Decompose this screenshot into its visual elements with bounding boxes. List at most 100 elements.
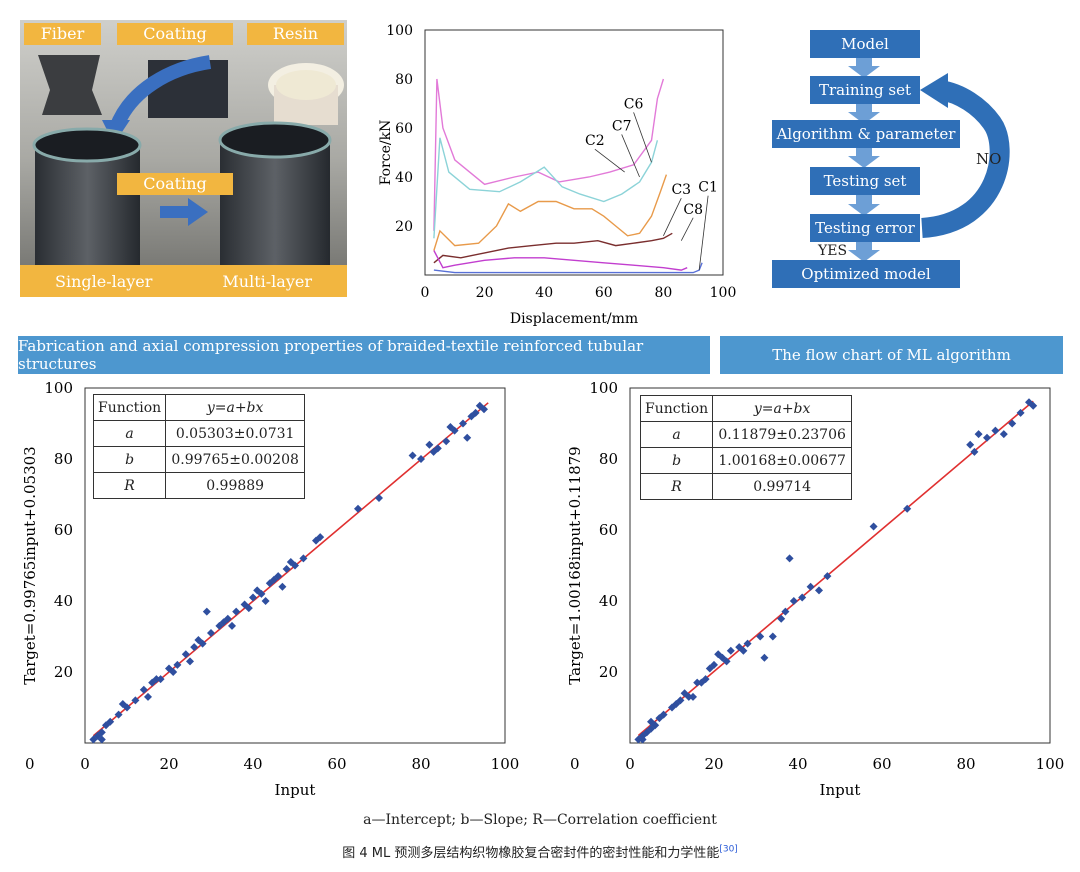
data-point: [480, 405, 488, 414]
model-box: Model: [810, 30, 920, 58]
data-point: [181, 650, 190, 659]
ml-flowchart: Model Training set Algorithm & parameter…: [770, 28, 1050, 293]
y-tick-label: 100: [589, 379, 618, 397]
label-leader: [698, 195, 709, 271]
x-tick-label: 40: [535, 285, 553, 301]
data-point: [1029, 401, 1038, 410]
table-val: 1.00168±0.00677: [712, 447, 853, 474]
data-point: [274, 572, 283, 581]
y-tick-label: 80: [395, 72, 413, 88]
data-point: [219, 618, 228, 627]
data-point: [815, 586, 823, 595]
data-point: [676, 696, 685, 705]
label-leader: [680, 217, 694, 241]
series-label-c7: C7: [612, 118, 632, 134]
data-point: [781, 607, 790, 616]
series-line-c7: [433, 174, 668, 251]
y-tick-label: 20: [395, 219, 413, 235]
x-tick-label: 20: [704, 755, 723, 773]
figure-ref: [30]: [719, 844, 738, 855]
data-point: [190, 643, 199, 652]
data-point: [806, 582, 815, 591]
data-point: [375, 494, 383, 503]
series-label-c1: C1: [698, 180, 718, 196]
origin-label: 0: [25, 755, 35, 773]
regression-plot-right: 0 20 40 60 80 100 20 40 60 80 100 0 Input Target=1.00…: [566, 379, 1064, 799]
series-label-c8: C8: [683, 202, 703, 218]
data-point: [118, 699, 127, 708]
y-tick-label: 80: [54, 450, 73, 468]
data-point: [194, 636, 203, 645]
data-point: [1008, 419, 1017, 428]
plot-frame: [84, 387, 506, 744]
testing-error-box: Testing error: [810, 214, 920, 242]
data-point: [655, 714, 664, 723]
table-val: 0.05303±0.0731: [165, 420, 306, 447]
data-point: [974, 430, 983, 439]
y-tick-label: 100: [44, 379, 73, 397]
photo-illustration: [20, 20, 347, 297]
x-tick-label: 80: [411, 755, 430, 773]
data-point: [316, 533, 325, 542]
data-point: [408, 451, 417, 460]
table-val: 0.99889: [165, 472, 306, 499]
y-tick-label: 60: [599, 521, 618, 539]
data-point: [131, 696, 140, 705]
data-point: [634, 735, 643, 744]
table-head-eq: y=a+bx: [712, 395, 853, 422]
coating-tag: Coating: [117, 23, 233, 45]
flowchart-arrows: [848, 56, 1010, 262]
series-line-c2: [433, 137, 659, 239]
data-point: [207, 628, 215, 637]
y-tick-label: 40: [54, 592, 73, 610]
data-point: [286, 557, 295, 566]
x-tick-label: 20: [476, 285, 494, 301]
table-head-function: Function: [92, 394, 167, 421]
data-point: [735, 643, 744, 652]
data-point: [718, 653, 727, 662]
data-point: [642, 728, 651, 737]
data-point: [442, 437, 451, 446]
data-point: [991, 426, 1000, 435]
x-axis-label: Displacement/mm: [510, 311, 638, 327]
data-point: [232, 607, 241, 616]
origin-label: 0: [570, 755, 580, 773]
x-tick-label: 0: [80, 755, 90, 773]
multi-layer-label: Multi-layer: [222, 271, 312, 291]
table-val: 0.99714: [712, 473, 853, 500]
testing-set-box: Testing set: [810, 167, 920, 195]
series-line-c3: [433, 232, 673, 264]
x-axis-label: Input: [275, 781, 316, 799]
y-tick-label: 40: [599, 592, 618, 610]
figure-title-text: 图 4 ML 预测多层结构织物橡胶复合密封件的密封性能和力学性能: [342, 846, 720, 861]
single-layer-label: Single-layer: [54, 271, 153, 291]
data-point: [139, 685, 148, 694]
series-line-c1: [433, 262, 703, 274]
table-sym: b: [92, 446, 167, 473]
series-label-c3: C3: [671, 182, 691, 198]
table-sym: a: [92, 420, 167, 447]
table-sym: b: [639, 447, 714, 474]
table-head-function: Function: [639, 395, 714, 422]
label-leader: [594, 148, 625, 173]
data-point: [249, 593, 257, 602]
table-sym: R: [92, 472, 167, 499]
data-point: [299, 554, 308, 563]
data-point: [463, 433, 472, 442]
plot-frame: [629, 387, 1051, 744]
data-point: [693, 678, 702, 687]
data-point: [638, 735, 647, 744]
label-leader: [663, 197, 682, 236]
legend-caption: a—Intercept; b—Slope; R—Correlation coef…: [0, 812, 1080, 828]
data-point: [429, 447, 438, 456]
fit-table-left: Function y=a+bx a 0.05303±0.0731 b 0.99765…: [92, 394, 306, 499]
data-point: [689, 692, 697, 701]
data-point: [903, 504, 912, 513]
x-tick-label: 40: [243, 755, 262, 773]
coating-tag-2: Coating: [117, 173, 233, 195]
data-point: [215, 621, 224, 630]
training-set-box: Training set: [810, 76, 920, 104]
x-tick-label: 20: [159, 755, 178, 773]
data-point: [798, 593, 807, 602]
table-val: 0.11879±0.23706: [712, 421, 853, 448]
